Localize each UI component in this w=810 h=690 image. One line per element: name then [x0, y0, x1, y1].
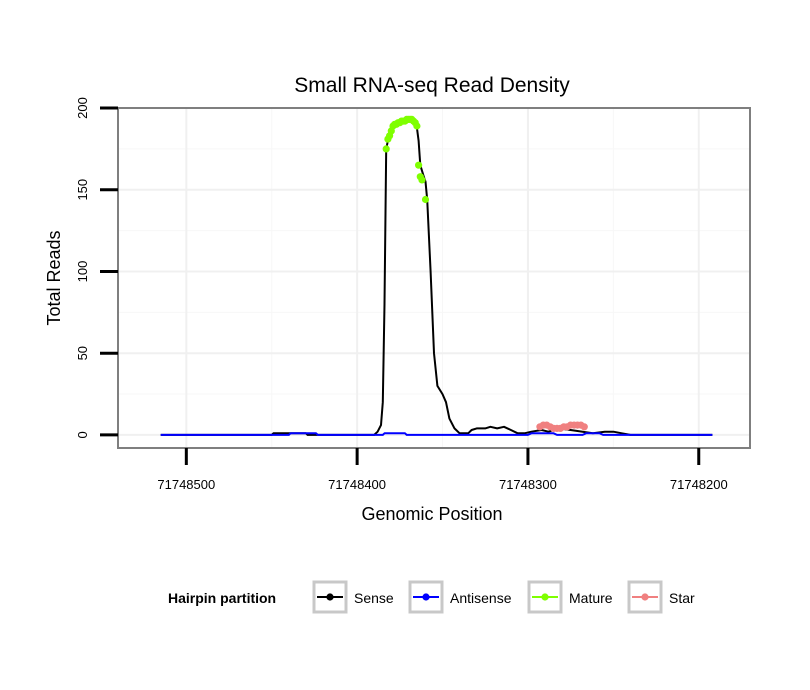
axes: 0 50 100 150 200 71748500 71748400 71748300 7174…: [75, 97, 728, 492]
chart-title: Small RNA-seq Read Density: [294, 74, 570, 97]
legend-label: Star: [669, 590, 695, 606]
legend-item-antisense: Antisense: [408, 580, 512, 614]
series-layer: [160, 115, 713, 436]
legend-key-point: [641, 593, 649, 601]
series-line-antisense: [160, 432, 713, 436]
legend-label: Mature: [569, 590, 613, 606]
y-tick-label: 150: [75, 179, 90, 201]
plot-panel: [118, 108, 750, 448]
plot-border: [117, 107, 751, 449]
x-tick-label: 71748500: [157, 477, 215, 492]
legend-label: Sense: [354, 590, 394, 606]
data-point-mature: [382, 145, 390, 153]
x-axis-title: Genomic Position: [361, 504, 502, 524]
series-line-sense: [160, 118, 713, 436]
x-tick-label: 71748200: [670, 477, 728, 492]
legend: Hairpin partition Sense Antisense Mature St…: [168, 580, 695, 614]
legend-label: Antisense: [450, 590, 512, 606]
y-tick-label: 100: [75, 261, 90, 283]
legend-title: Hairpin partition: [168, 590, 276, 606]
legend-key-point: [541, 593, 549, 601]
legend-item-mature: Mature: [527, 580, 613, 614]
y-axis-title: Total Reads: [44, 230, 64, 325]
data-point-mature: [413, 122, 421, 130]
legend-key-point: [422, 593, 430, 601]
legend-item-sense: Sense: [312, 580, 394, 614]
legend-item-star: Star: [627, 580, 695, 614]
y-tick-label: 0: [75, 431, 90, 438]
x-tick-label: 71748300: [499, 477, 557, 492]
data-point-mature: [418, 176, 426, 184]
data-point-star: [580, 423, 588, 431]
data-point-mature: [415, 161, 423, 169]
data-point-mature: [421, 195, 430, 204]
y-tick-label: 200: [75, 97, 90, 119]
legend-key-point: [326, 593, 334, 601]
x-tick-label: 71748400: [328, 477, 386, 492]
y-tick-label: 50: [75, 346, 90, 360]
